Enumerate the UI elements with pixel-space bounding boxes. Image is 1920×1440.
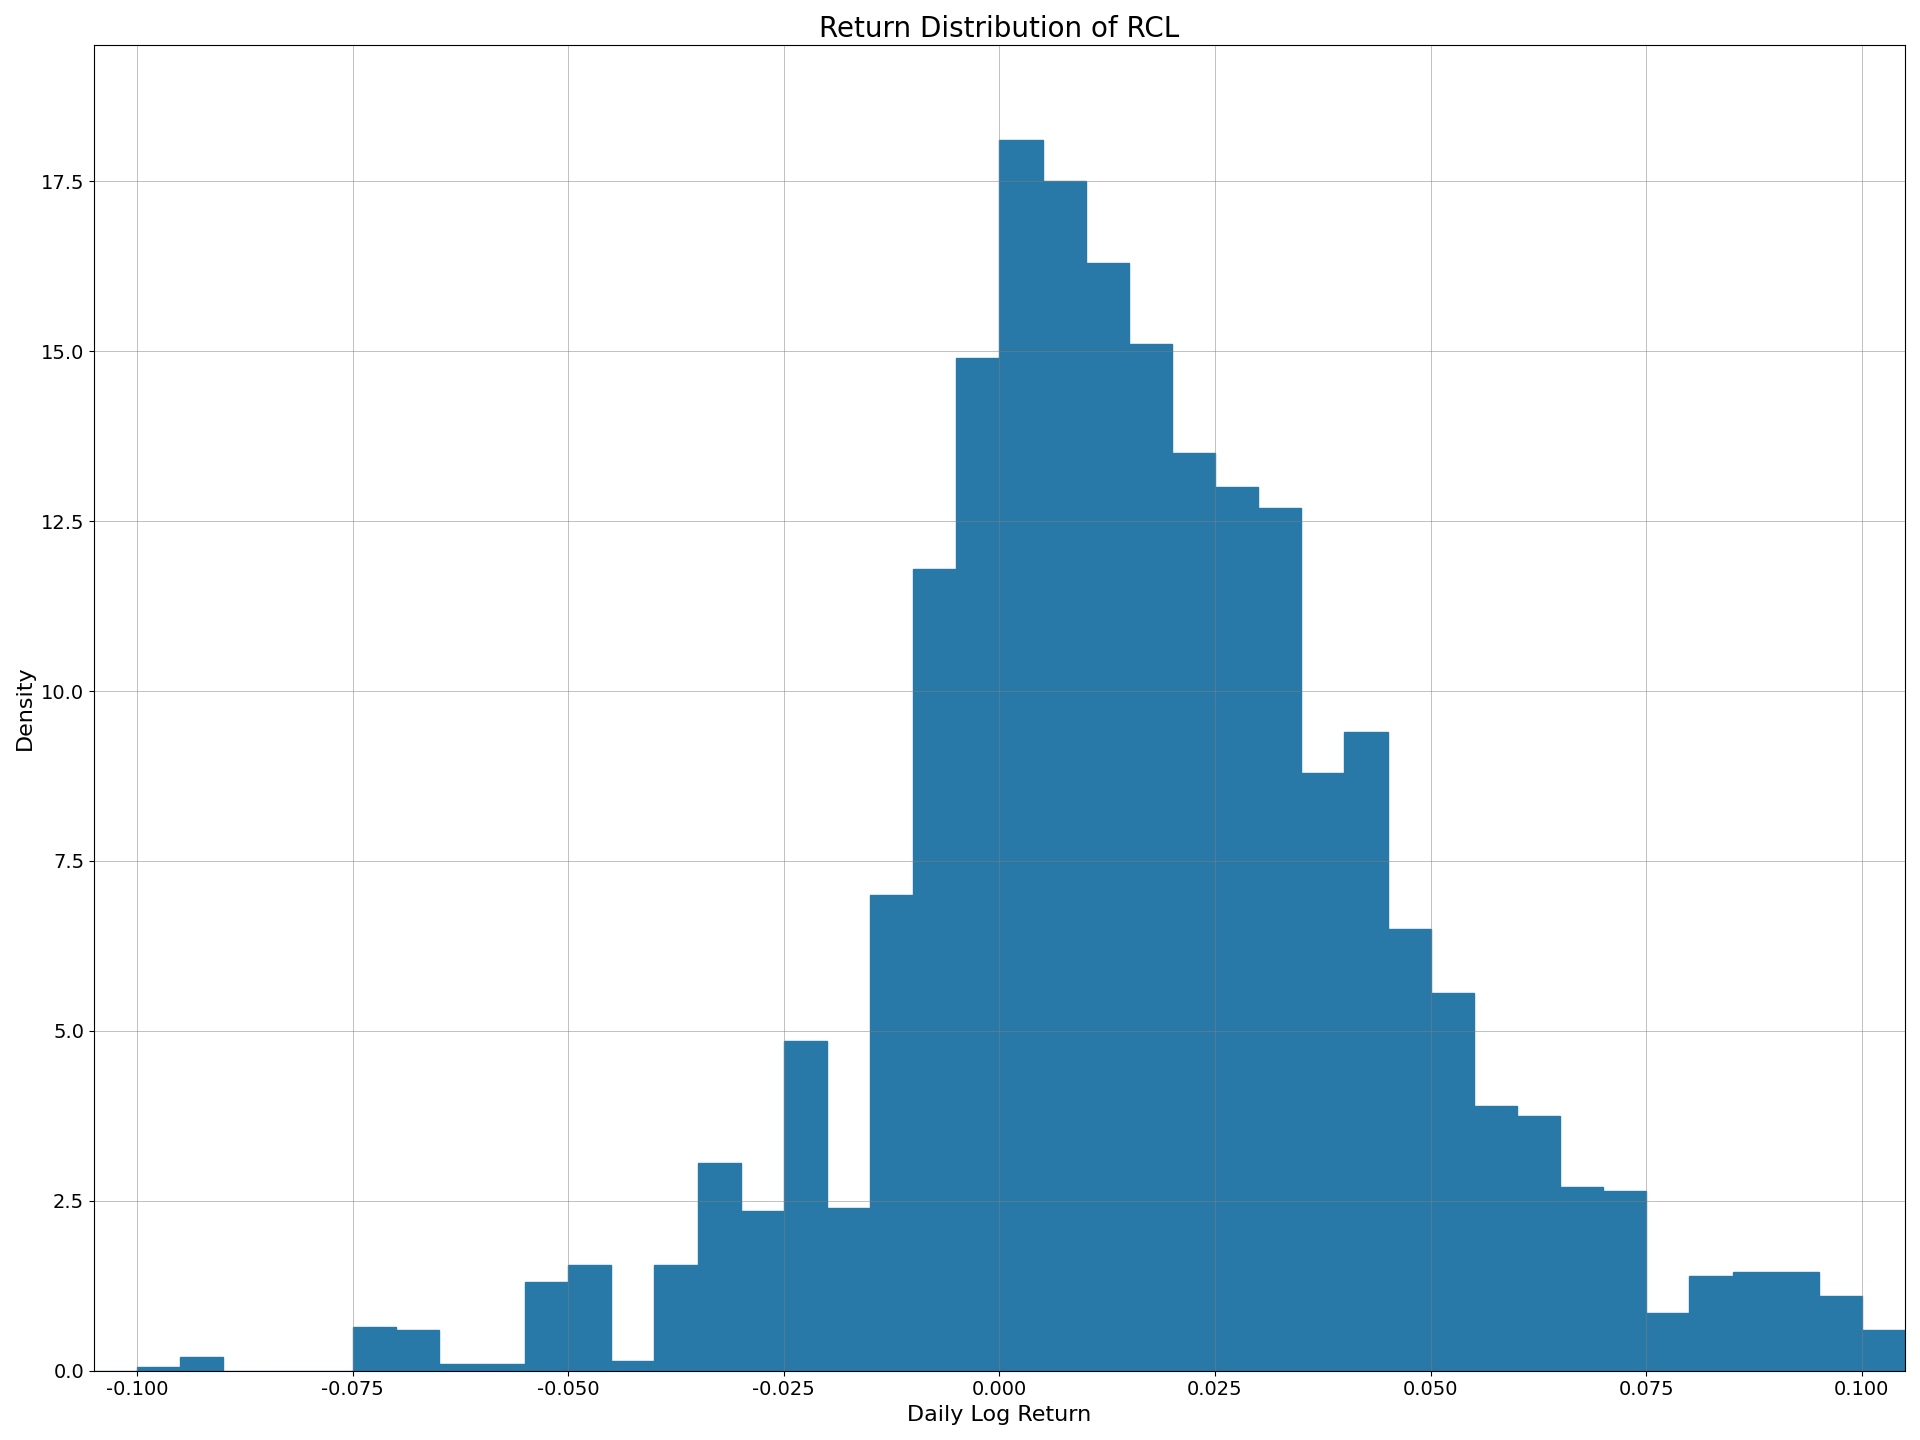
- Bar: [1302, 773, 1344, 1371]
- Bar: [1475, 1106, 1517, 1371]
- Bar: [697, 1164, 741, 1371]
- Bar: [655, 1266, 697, 1371]
- Bar: [396, 1331, 440, 1371]
- Bar: [1430, 994, 1475, 1371]
- Bar: [914, 569, 956, 1371]
- Bar: [611, 1361, 655, 1371]
- Bar: [524, 1283, 568, 1371]
- Bar: [440, 1364, 482, 1371]
- Bar: [1171, 454, 1215, 1371]
- X-axis label: Daily Log Return: Daily Log Return: [908, 1405, 1091, 1426]
- Bar: [353, 1326, 396, 1371]
- Bar: [568, 1266, 611, 1371]
- Bar: [1645, 1313, 1690, 1371]
- Bar: [1732, 1272, 1776, 1371]
- Bar: [1129, 344, 1171, 1371]
- Bar: [180, 1356, 223, 1371]
- Bar: [741, 1211, 783, 1371]
- Bar: [956, 359, 1000, 1371]
- Bar: [1517, 1116, 1561, 1371]
- Bar: [1258, 507, 1302, 1371]
- Title: Return Distribution of RCL: Return Distribution of RCL: [820, 14, 1179, 43]
- Bar: [1043, 181, 1085, 1371]
- Y-axis label: Density: Density: [15, 665, 35, 750]
- Bar: [1690, 1276, 1732, 1371]
- Bar: [1862, 1331, 1905, 1371]
- Bar: [870, 894, 914, 1371]
- Bar: [1603, 1191, 1645, 1371]
- Bar: [1776, 1272, 1818, 1371]
- Bar: [1344, 732, 1388, 1371]
- Bar: [1085, 264, 1129, 1371]
- Bar: [1818, 1296, 1862, 1371]
- Bar: [1215, 487, 1258, 1371]
- Bar: [783, 1041, 828, 1371]
- Bar: [828, 1208, 870, 1371]
- Bar: [1561, 1187, 1603, 1371]
- Bar: [482, 1364, 524, 1371]
- Bar: [136, 1368, 180, 1371]
- Bar: [1000, 141, 1043, 1371]
- Bar: [1388, 929, 1430, 1371]
